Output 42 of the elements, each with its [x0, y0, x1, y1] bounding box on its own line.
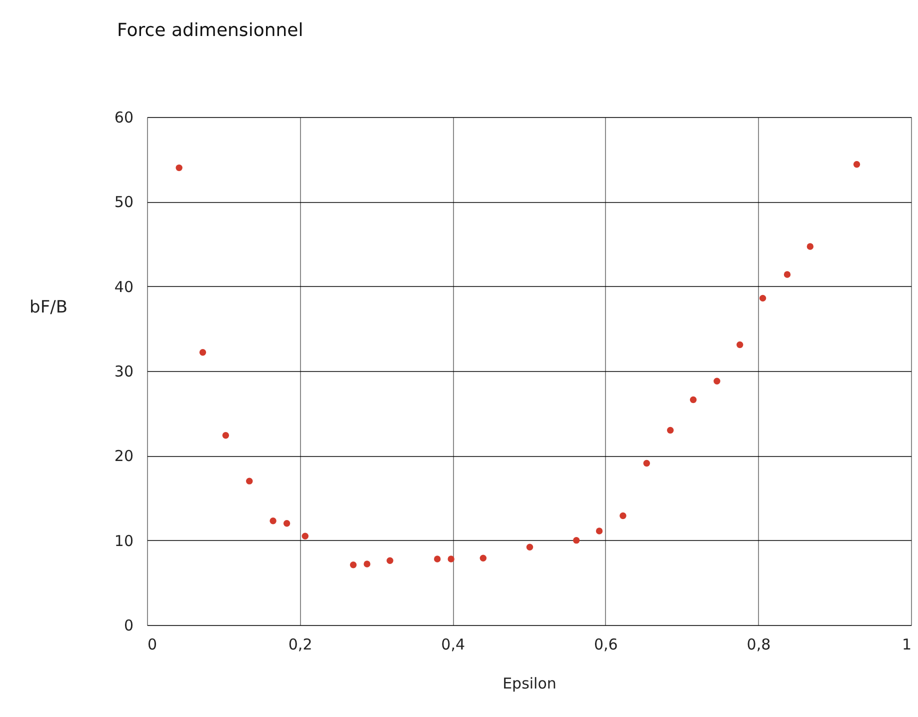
point	[480, 554, 487, 562]
point	[270, 518, 276, 524]
point	[759, 294, 766, 302]
point	[690, 396, 697, 404]
point	[364, 560, 370, 568]
point	[434, 556, 441, 562]
point	[176, 164, 182, 172]
x-axis-title: Epsilon	[502, 674, 556, 692]
y-tick-label: 10	[114, 532, 134, 550]
x-tick-label: 0	[148, 636, 158, 654]
point	[246, 478, 253, 484]
point	[714, 378, 720, 385]
point	[806, 243, 814, 250]
y-tick-label: 0	[124, 616, 134, 634]
point	[736, 341, 744, 348]
x-tick-label: 0,2	[288, 636, 312, 654]
point	[643, 460, 650, 467]
point	[283, 520, 290, 527]
y-tick-label: 40	[114, 278, 134, 296]
point	[573, 536, 580, 544]
x-tick-label: 0,4	[441, 636, 466, 654]
point	[596, 528, 603, 534]
chart-title: Force adimensionnel	[117, 20, 304, 41]
point	[448, 556, 454, 562]
point	[784, 271, 791, 278]
point	[620, 512, 626, 520]
point	[386, 557, 394, 564]
point	[302, 532, 308, 540]
point	[666, 426, 674, 434]
y-tick-label: 30	[114, 362, 134, 380]
x-tick-label: 0,6	[594, 636, 618, 654]
point	[853, 161, 860, 168]
point	[350, 562, 357, 568]
y-tick-label: 50	[114, 193, 134, 212]
x-tick-label: 0,8	[746, 636, 771, 654]
x-tick-label: 1	[902, 636, 912, 654]
y-tick-label: 20	[114, 447, 134, 466]
y-tick-label: 60	[114, 108, 134, 126]
point	[222, 432, 230, 439]
y-axis-title: bF/B	[30, 298, 68, 318]
point	[526, 544, 534, 550]
point	[199, 349, 206, 356]
